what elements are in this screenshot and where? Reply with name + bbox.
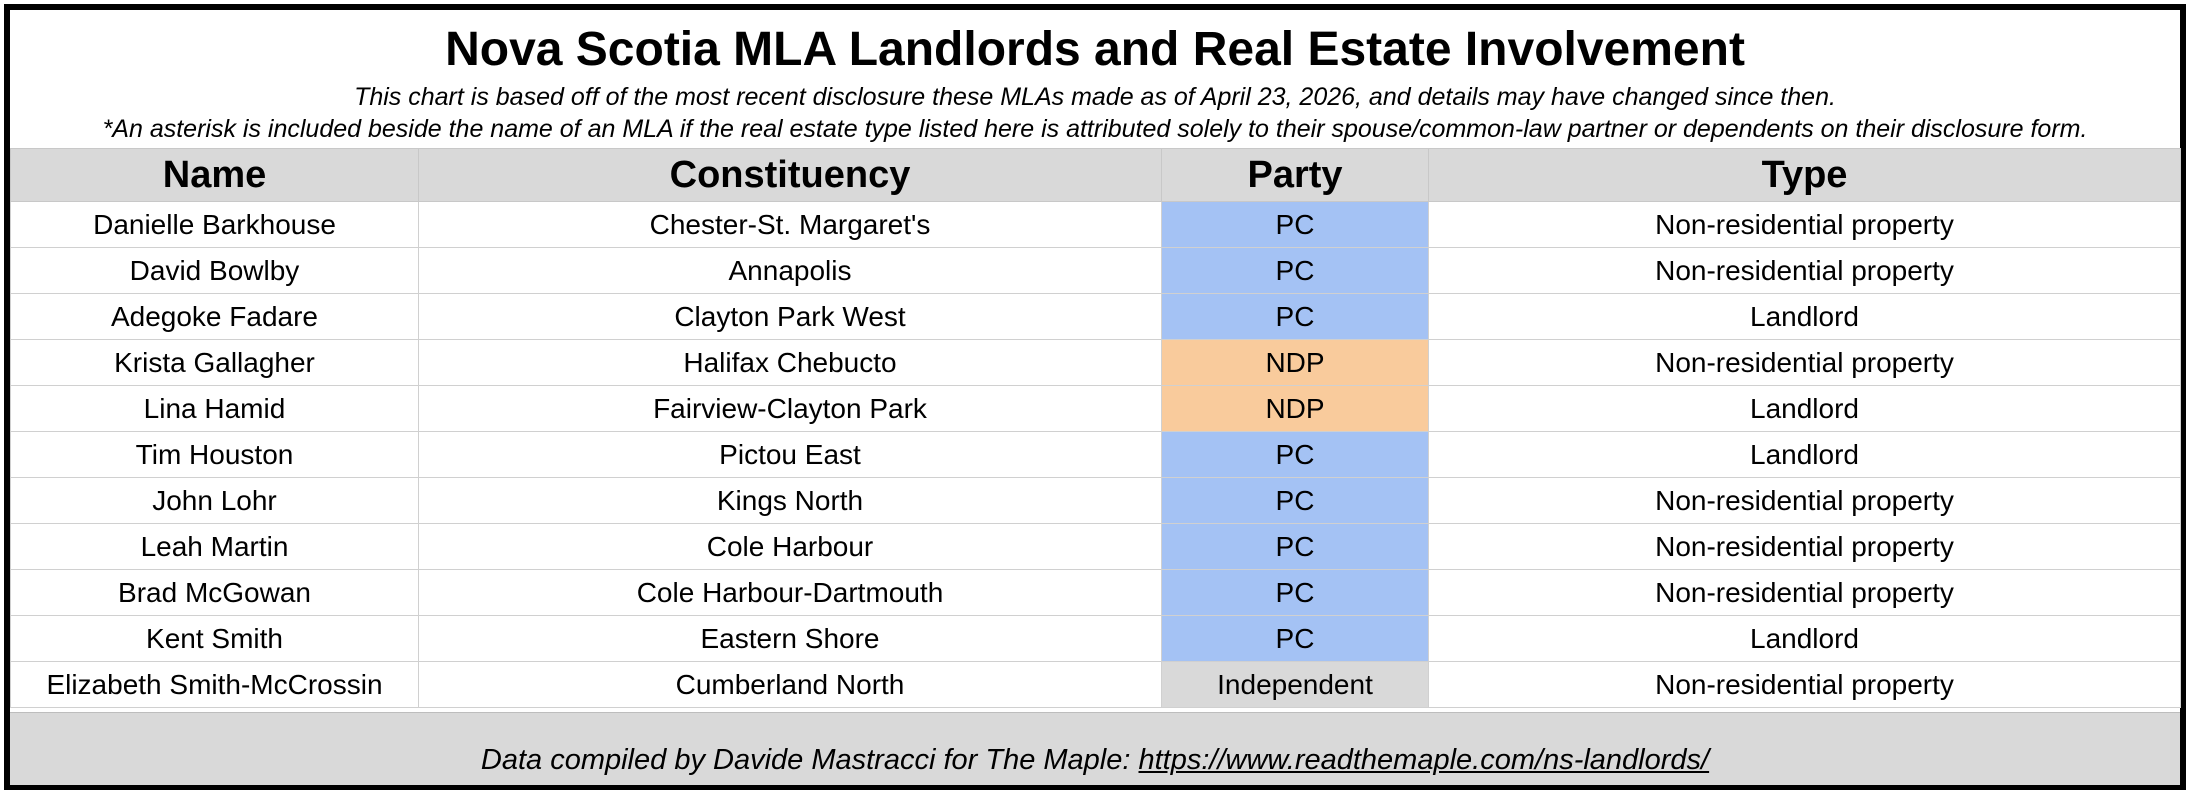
table-row: Kent Smith Eastern Shore PC Landlord <box>10 615 2181 662</box>
type-cell: Non-residential property <box>1428 201 2181 248</box>
constituency-cell: Halifax Chebucto <box>418 339 1162 386</box>
constituency-cell: Pictou East <box>418 431 1162 478</box>
page-title: Nova Scotia MLA Landlords and Real Estat… <box>445 23 1745 76</box>
table-row: David Bowlby Annapolis PC Non-residentia… <box>10 247 2181 294</box>
name-cell: Danielle Barkhouse <box>10 201 419 248</box>
constituency-cell: Chester-St. Margaret's <box>418 201 1162 248</box>
table-row: Adegoke Fadare Clayton Park West PC Land… <box>10 293 2181 340</box>
constituency-cell: Clayton Park West <box>418 293 1162 340</box>
type-cell: Non-residential property <box>1428 569 2181 616</box>
name-cell: Lina Hamid <box>10 385 419 432</box>
type-cell: Landlord <box>1428 293 2181 340</box>
type-cell: Non-residential property <box>1428 339 2181 386</box>
type-cell: Non-residential property <box>1428 661 2181 708</box>
mla-table: Name Constituency Party Type Danielle Ba… <box>10 148 2181 708</box>
party-cell: NDP <box>1161 385 1429 432</box>
header-constituency: Constituency <box>418 148 1162 202</box>
asterisk-note: *An asterisk is included beside the name… <box>102 115 2088 143</box>
constituency-cell: Cumberland North <box>418 661 1162 708</box>
name-cell: Leah Martin <box>10 523 419 570</box>
header-type: Type <box>1428 148 2181 202</box>
table-row: Lina Hamid Fairview-Clayton Park NDP Lan… <box>10 385 2181 432</box>
table-header-row: Name Constituency Party Type <box>10 148 2181 202</box>
party-cell: PC <box>1161 569 1429 616</box>
constituency-cell: Fairview-Clayton Park <box>418 385 1162 432</box>
type-cell: Non-residential property <box>1428 477 2181 524</box>
footer-credit: Data compiled by Davide Mastracci for Th… <box>10 743 2180 777</box>
name-cell: Brad McGowan <box>10 569 419 616</box>
table-row: Danielle Barkhouse Chester-St. Margaret'… <box>10 201 2181 248</box>
type-cell: Non-residential property <box>1428 523 2181 570</box>
table-row: Tim Houston Pictou East PC Landlord <box>10 431 2181 478</box>
name-cell: Tim Houston <box>10 431 419 478</box>
party-cell: PC <box>1161 523 1429 570</box>
constituency-cell: Eastern Shore <box>418 615 1162 662</box>
type-cell: Non-residential property <box>1428 247 2181 294</box>
name-cell: Elizabeth Smith-McCrossin <box>10 661 419 708</box>
table-row: Brad McGowan Cole Harbour-Dartmouth PC N… <box>10 569 2181 616</box>
chart-frame: Nova Scotia MLA Landlords and Real Estat… <box>4 4 2186 790</box>
party-cell: NDP <box>1161 339 1429 386</box>
party-cell: Independent <box>1161 661 1429 708</box>
party-cell: PC <box>1161 431 1429 478</box>
table-row: Leah Martin Cole Harbour PC Non-resident… <box>10 523 2181 570</box>
party-cell: PC <box>1161 615 1429 662</box>
type-cell: Landlord <box>1428 385 2181 432</box>
table-row: Elizabeth Smith-McCrossin Cumberland Nor… <box>10 661 2181 708</box>
footer-bar: Data compiled by Davide Mastracci for Th… <box>10 712 2180 785</box>
type-cell: Landlord <box>1428 615 2181 662</box>
disclosure-note: This chart is based off of the most rece… <box>354 83 1836 111</box>
header-name: Name <box>10 148 419 202</box>
party-cell: PC <box>1161 247 1429 294</box>
header-party: Party <box>1161 148 1429 202</box>
name-cell: Krista Gallagher <box>10 339 419 386</box>
constituency-cell: Cole Harbour-Dartmouth <box>418 569 1162 616</box>
constituency-cell: Annapolis <box>418 247 1162 294</box>
footer-credit-text: Data compiled by Davide Mastracci for Th… <box>480 744 1139 776</box>
name-cell: Kent Smith <box>10 615 419 662</box>
party-cell: PC <box>1161 293 1429 340</box>
table-row: John Lohr Kings North PC Non-residential… <box>10 477 2181 524</box>
source-link[interactable]: https://www.readthemaple.com/ns-landlord… <box>1138 744 1710 776</box>
party-cell: PC <box>1161 201 1429 248</box>
constituency-cell: Cole Harbour <box>418 523 1162 570</box>
constituency-cell: Kings North <box>418 477 1162 524</box>
name-cell: David Bowlby <box>10 247 419 294</box>
name-cell: Adegoke Fadare <box>10 293 419 340</box>
table-row: Krista Gallagher Halifax Chebucto NDP No… <box>10 339 2181 386</box>
type-cell: Landlord <box>1428 431 2181 478</box>
name-cell: John Lohr <box>10 477 419 524</box>
party-cell: PC <box>1161 477 1429 524</box>
